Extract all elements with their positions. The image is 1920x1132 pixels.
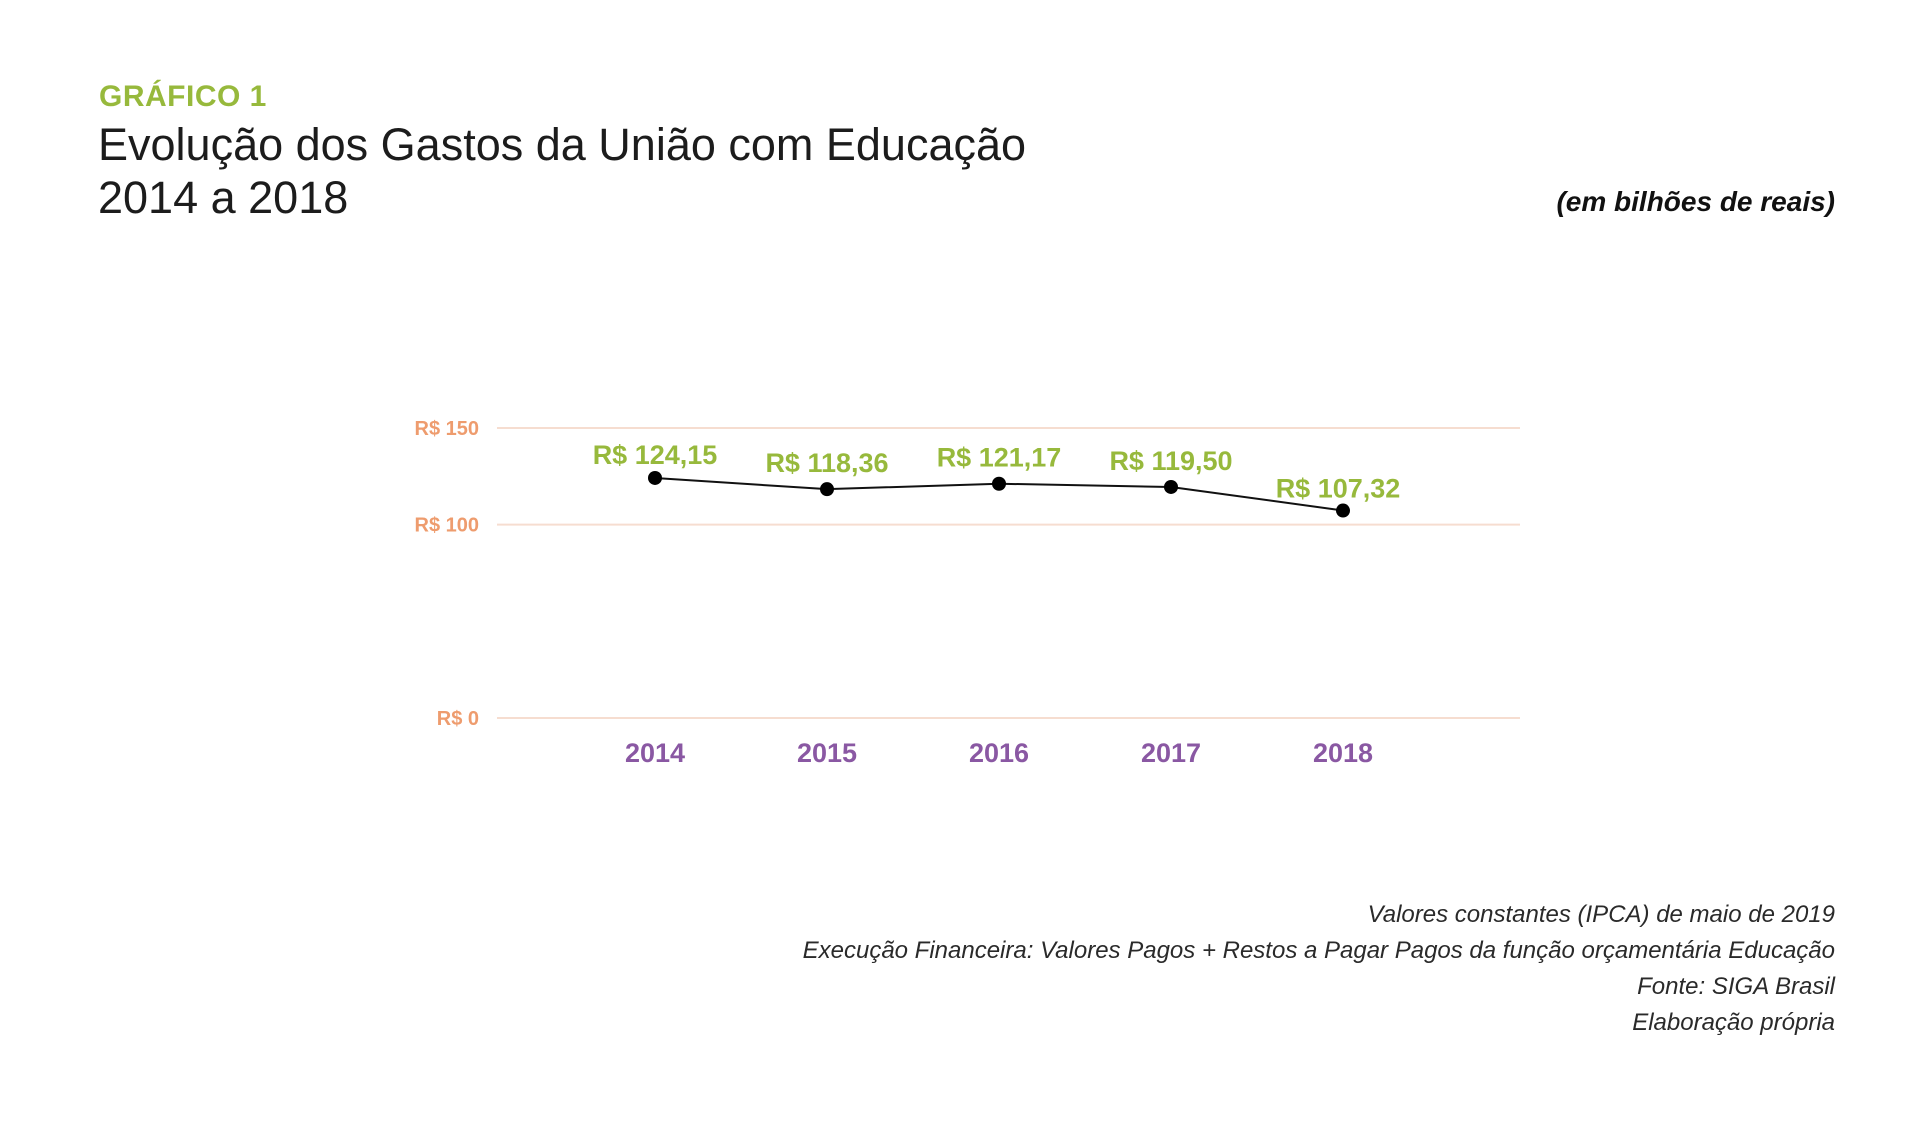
data-label: R$ 124,15 — [593, 440, 718, 470]
y-tick-label: R$ 150 — [415, 418, 480, 440]
data-point — [820, 482, 834, 497]
chart-title-line-1: Evolução dos Gastos da União com Educaçã… — [98, 119, 1027, 170]
footnotes: Valores constantes (IPCA) de maio de 201… — [803, 897, 1835, 1041]
data-label: R$ 121,17 — [937, 443, 1062, 473]
chart-title: Evolução dos Gastos da União com Educaçã… — [98, 118, 1026, 224]
footnote-line: Execução Financeira: Valores Pagos + Res… — [802, 937, 1835, 964]
y-tick-label: R$ 100 — [415, 515, 480, 537]
footnote-line: Fonte: SIGA Brasil — [1637, 973, 1835, 1000]
footnote-line: Elaboração própria — [1632, 1009, 1835, 1036]
data-point — [648, 470, 662, 485]
x-tick-label: 2014 — [625, 738, 685, 768]
data-label: R$ 118,36 — [765, 448, 888, 478]
x-tick-label: 2017 — [1141, 738, 1201, 768]
data-label: R$ 119,50 — [1109, 446, 1232, 476]
x-tick-label: 2018 — [1313, 738, 1373, 768]
x-tick-label: 2016 — [969, 738, 1029, 768]
data-point — [992, 476, 1006, 491]
unit-label: (em bilhões de reais) — [1556, 186, 1835, 217]
x-tick-label: 2015 — [797, 738, 857, 768]
chart-kicker: GRÁFICO 1 — [99, 80, 267, 113]
data-label: R$ 107,32 — [1276, 474, 1401, 504]
data-point — [1336, 503, 1350, 518]
data-point — [1164, 479, 1178, 494]
chart-title-line-2: 2014 a 2018 — [98, 172, 349, 223]
y-tick-label: R$ 0 — [437, 708, 479, 730]
footnote-line: Valores constantes (IPCA) de maio de 201… — [1367, 901, 1835, 928]
